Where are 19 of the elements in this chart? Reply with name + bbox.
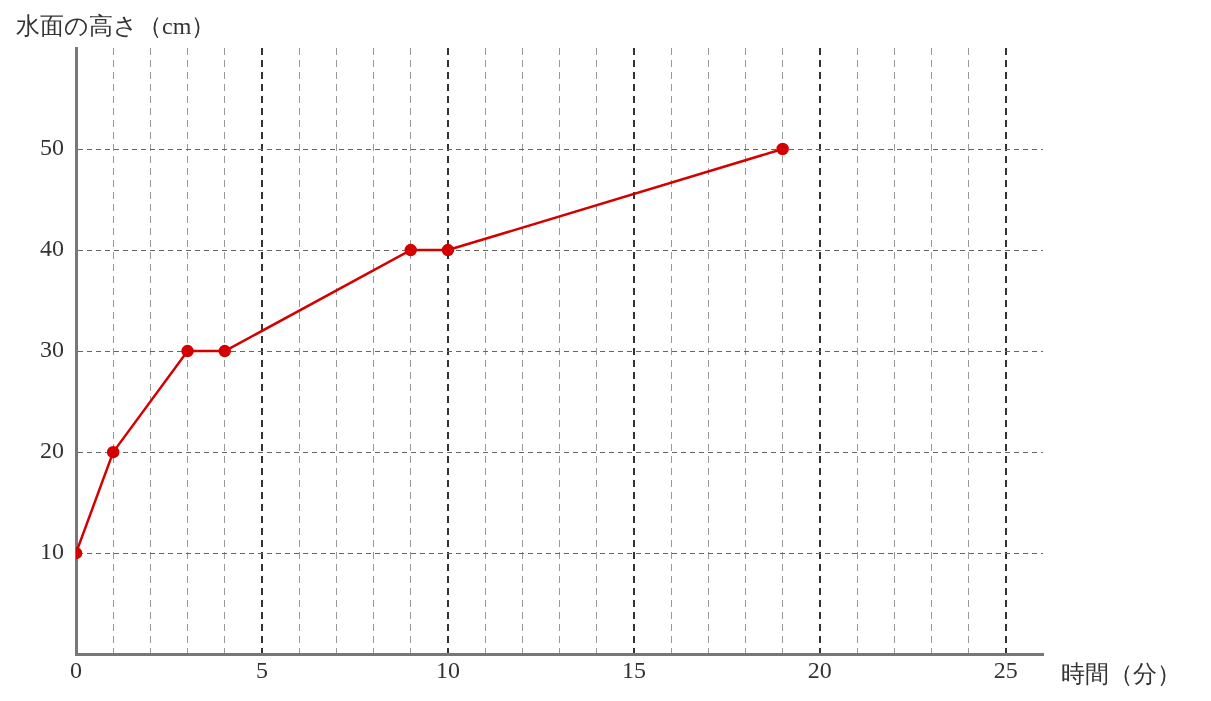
point xyxy=(441,243,455,257)
x-tick-label: 5 xyxy=(255,656,268,683)
point xyxy=(181,344,194,358)
x-tick-label: 10 xyxy=(435,656,460,683)
y-tick-label: 10 xyxy=(40,538,64,565)
x-axis-title: 時間（分） xyxy=(1061,661,1181,688)
point xyxy=(106,445,120,459)
point xyxy=(404,243,417,257)
point xyxy=(218,344,232,358)
x-tick-label: 15 xyxy=(621,656,646,683)
point xyxy=(776,142,789,156)
y-tick-label: 30 xyxy=(40,336,64,363)
x-tick-label: 25 xyxy=(993,656,1018,683)
y-tick-label: 40 xyxy=(40,235,64,262)
y-axis-title: 水面の高さ（cm） xyxy=(16,13,216,40)
x-tick-label: 0 xyxy=(70,656,82,683)
y-tick-label: 20 xyxy=(40,437,64,464)
x-tick-label: 20 xyxy=(807,656,832,683)
y-tick-label: 50 xyxy=(40,134,64,161)
